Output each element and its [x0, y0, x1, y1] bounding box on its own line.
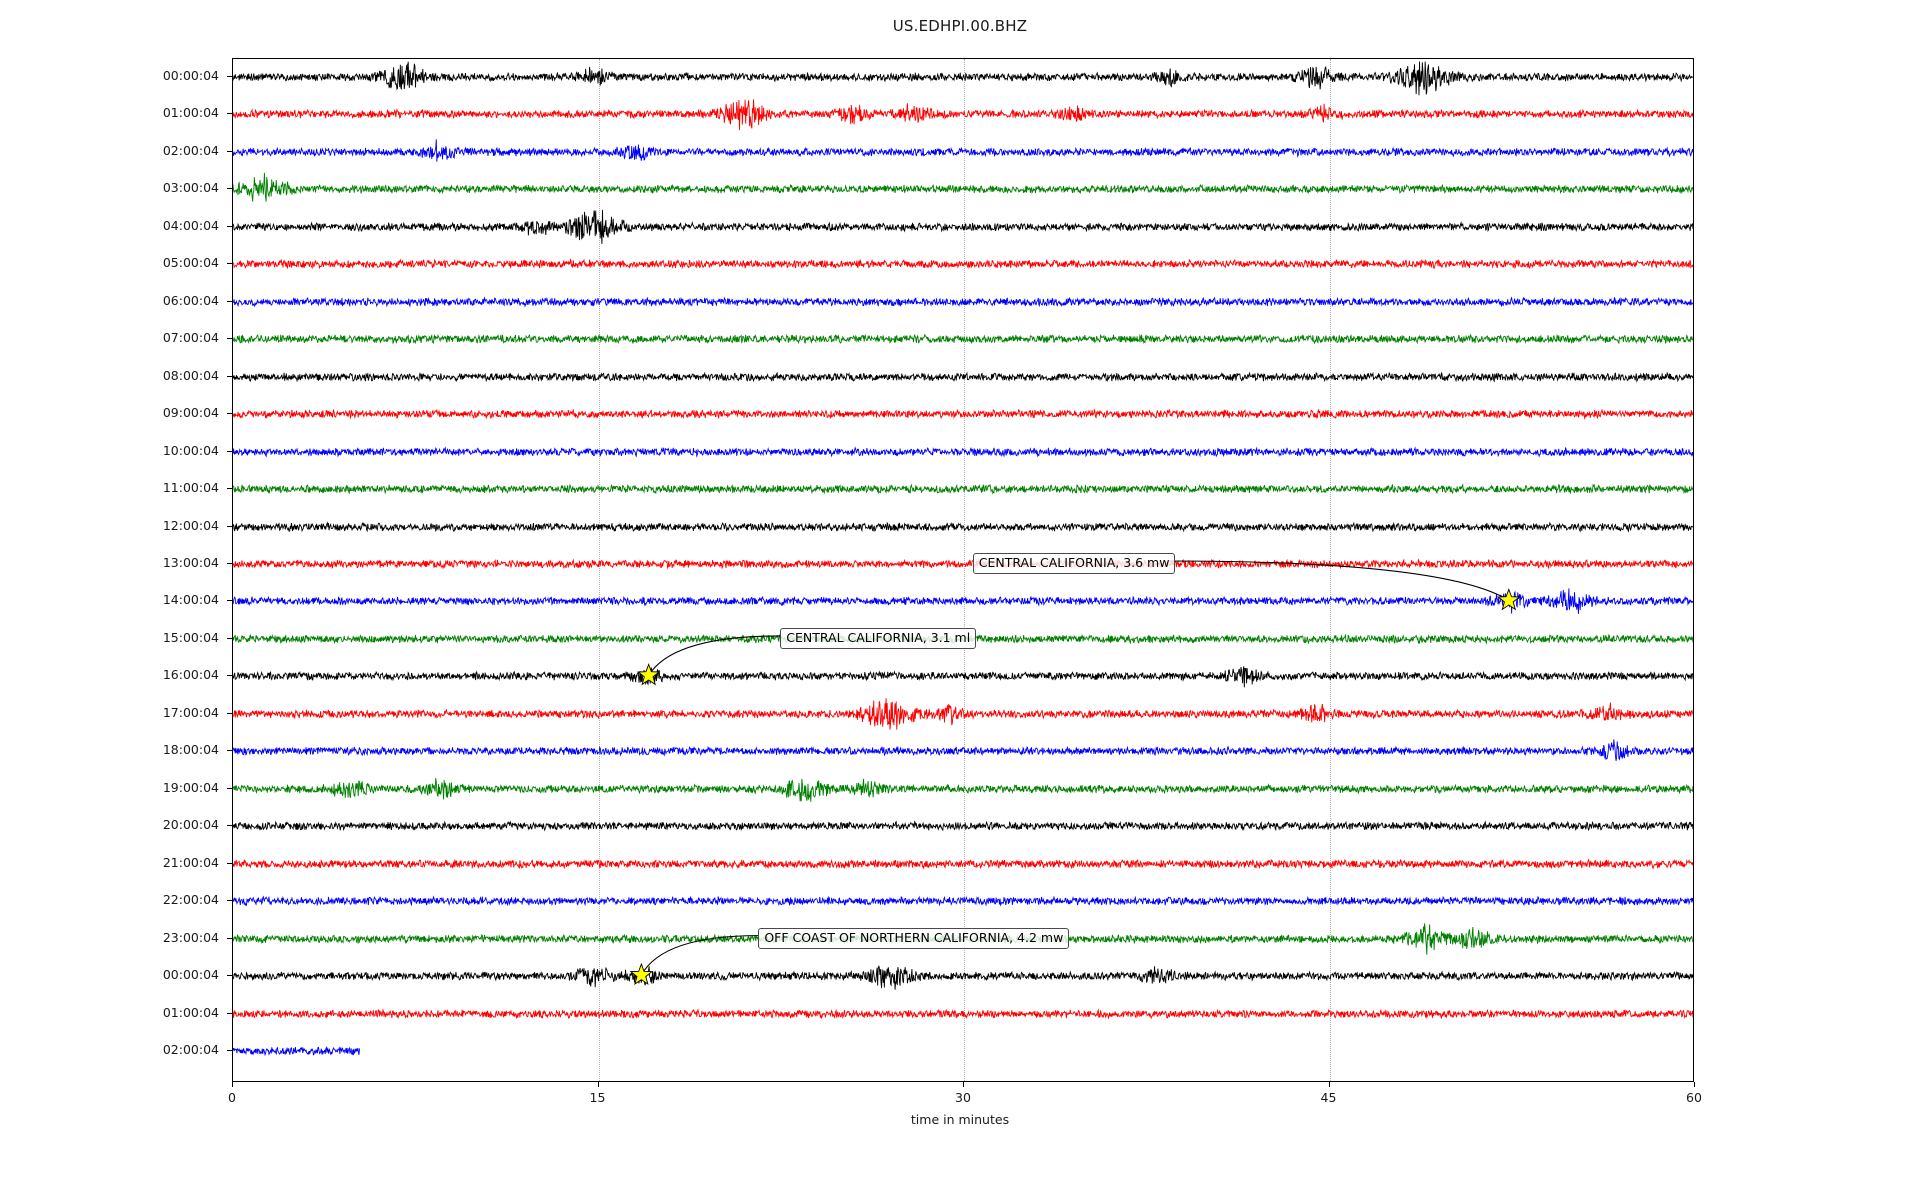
trace-row [233, 429, 1693, 475]
y-tick-label: 05:00:04 [162, 255, 219, 271]
trace-row [233, 953, 1693, 999]
y-tick-label: 19:00:04 [162, 779, 219, 795]
page-title: US.EDHPI.00.BHZ [892, 17, 1028, 35]
x-tick-mark [963, 1082, 964, 1087]
trace-row [233, 166, 1693, 212]
y-tick-mark [227, 937, 232, 939]
y-tick-mark [227, 600, 232, 602]
x-tick-label: 60 [1686, 1090, 1702, 1105]
y-tick-label: 14:00:04 [162, 592, 219, 608]
y-tick-label: 15:00:04 [162, 629, 219, 645]
y-tick-mark [227, 338, 232, 340]
y-tick-mark [227, 900, 232, 902]
trace-row [233, 391, 1693, 437]
y-tick-label: 23:00:04 [162, 929, 219, 945]
y-tick-mark [227, 563, 232, 564]
y-tick-label: 21:00:04 [162, 854, 219, 870]
trace-row [233, 691, 1693, 737]
y-tick-label: 22:00:04 [162, 892, 219, 908]
y-tick-mark [227, 150, 232, 152]
y-tick-mark [227, 712, 232, 714]
gridline-30 [964, 59, 965, 1081]
y-tick-mark [227, 637, 232, 639]
trace-row [233, 316, 1693, 362]
y-tick-label: 02:00:04 [162, 1042, 219, 1057]
y-tick-label: 00:00:04 [162, 68, 219, 83]
trace-row [233, 91, 1693, 137]
y-tick-label: 16:00:04 [162, 667, 219, 683]
trace-row [233, 129, 1693, 175]
trace-row [233, 841, 1693, 887]
y-tick-label: 07:00:04 [162, 330, 219, 346]
y-tick-mark [227, 1050, 232, 1051]
trace-row [233, 1028, 1693, 1074]
x-tick-label: 45 [1320, 1090, 1337, 1105]
y-tick-mark [227, 375, 232, 377]
trace-row [233, 504, 1693, 550]
trace-row [233, 653, 1693, 699]
y-tick-label: 11:00:04 [162, 480, 219, 496]
y-tick-mark [227, 975, 232, 977]
y-tick-label: 02:00:04 [162, 142, 219, 158]
y-tick-mark [227, 1012, 232, 1014]
y-tick-mark [227, 675, 232, 677]
y-tick-mark [227, 825, 232, 827]
gridline-15 [598, 59, 600, 1081]
y-tick-label: 10:00:04 [162, 442, 219, 458]
x-axis-label: time in minutes [910, 1112, 1010, 1127]
y-tick-label: 09:00:04 [162, 405, 219, 421]
x-tick-mark [1328, 1082, 1330, 1087]
y-tick-label: 04:00:04 [162, 217, 219, 233]
y-tick-label: 03:00:04 [162, 180, 219, 196]
y-tick-mark [227, 488, 232, 490]
trace-row [233, 766, 1693, 812]
trace-row [233, 241, 1693, 287]
y-tick-label: 06:00:04 [162, 292, 219, 308]
y-tick-label: 01:00:04 [162, 105, 219, 121]
trace-row [233, 728, 1693, 774]
y-tick-mark [227, 787, 232, 789]
y-tick-label: 00:00:04 [162, 967, 219, 983]
trace-row [233, 279, 1693, 325]
trace-row [233, 878, 1693, 924]
trace-row [233, 354, 1693, 400]
y-tick-mark [227, 750, 232, 752]
trace-row [233, 59, 1693, 100]
y-tick-mark [227, 188, 232, 190]
y-tick-mark [227, 862, 232, 864]
x-tick-mark [232, 1082, 233, 1087]
y-tick-mark [227, 76, 232, 77]
x-tick-label: 30 [955, 1090, 971, 1105]
trace-row [233, 204, 1693, 250]
y-tick-label: 18:00:04 [162, 742, 219, 758]
trace-row [233, 803, 1693, 849]
y-tick-mark [227, 413, 232, 415]
y-tick-label: 01:00:04 [162, 1004, 219, 1020]
x-tick-label: 15 [589, 1090, 606, 1105]
y-tick-mark [227, 225, 232, 227]
trace-row [233, 466, 1693, 512]
y-tick-label: 13:00:04 [162, 555, 219, 570]
y-tick-label: 17:00:04 [162, 704, 219, 720]
plot-axes [232, 58, 1694, 1082]
x-tick-mark [597, 1082, 599, 1087]
y-tick-label: 08:00:04 [162, 367, 219, 383]
trace-row [233, 578, 1693, 624]
y-tick-mark [227, 263, 232, 265]
y-tick-mark [227, 450, 232, 452]
y-tick-label: 12:00:04 [162, 517, 219, 533]
x-tick-label: 0 [228, 1090, 236, 1105]
y-tick-mark [227, 113, 232, 115]
y-tick-mark [227, 525, 232, 527]
y-tick-label: 20:00:04 [162, 817, 219, 833]
y-tick-mark [227, 300, 232, 302]
plot-surface [233, 59, 1693, 1081]
x-tick-mark [1694, 1082, 1695, 1087]
trace-row [233, 991, 1693, 1037]
